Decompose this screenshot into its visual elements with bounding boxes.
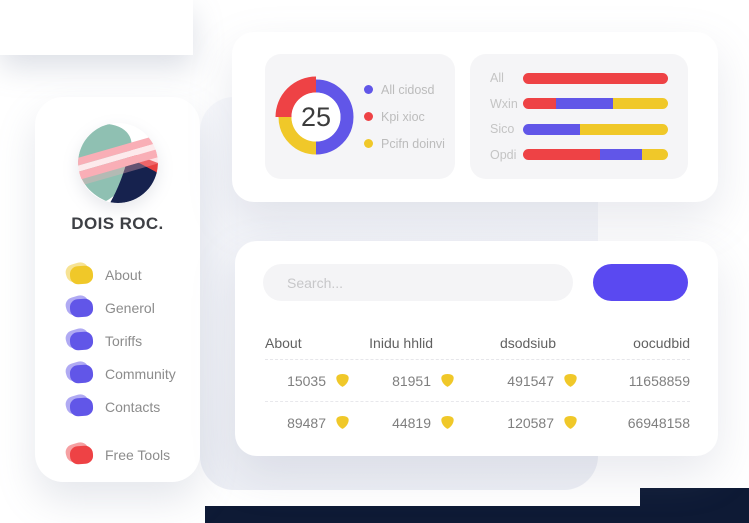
shield-icon bbox=[441, 415, 454, 429]
bar-segment bbox=[641, 149, 668, 161]
column-header: dsodsiub bbox=[499, 334, 556, 351]
column-header: About bbox=[265, 334, 302, 351]
cell-value: 120587 bbox=[507, 414, 554, 431]
bar-row: Sico bbox=[490, 122, 668, 136]
bar-row: Opdi bbox=[490, 148, 668, 162]
background-tile bbox=[0, 0, 193, 55]
table-cell: 44819 bbox=[350, 415, 455, 431]
bar-track bbox=[523, 72, 668, 84]
sidebar-item-community[interactable]: Community bbox=[35, 357, 200, 390]
search-input[interactable] bbox=[263, 264, 573, 301]
legend-dot-icon bbox=[364, 85, 373, 94]
donut-hole bbox=[291, 92, 341, 141]
table-card: About Inidu hhlid dsodsiub oocudbid 15035 81… bbox=[235, 241, 718, 456]
bar-track bbox=[523, 123, 668, 135]
legend-item: Pcifn doinvi bbox=[364, 137, 445, 151]
table-row: 15035 81951 491547 11658859 bbox=[265, 360, 690, 402]
bar-track bbox=[523, 98, 668, 110]
cell-value: 44819 bbox=[392, 414, 431, 431]
sidebar-item-free-tools[interactable]: Free Tools bbox=[35, 438, 200, 471]
menu-blob-icon bbox=[69, 444, 94, 465]
table-body: 15035 81951 491547 11658859 89487 44819 120587… bbox=[265, 360, 690, 443]
stats-card: 25 All cidosd Kpi xioc Pcifn doinvi All Wxi… bbox=[232, 32, 718, 202]
bar-row: Wxin bbox=[490, 97, 668, 111]
bar-label: Sico bbox=[490, 122, 515, 137]
legend-label: Pcifn doinvi bbox=[381, 136, 445, 151]
menu-blob-icon bbox=[69, 330, 94, 351]
bar-segment bbox=[599, 149, 642, 161]
bar-segment bbox=[523, 149, 600, 161]
sidebar-item-label: Toriffs bbox=[105, 332, 143, 349]
sidebar-item-label: About bbox=[105, 266, 142, 283]
column-header: Inidu hhlid bbox=[369, 334, 433, 351]
bars-panel: All Wxin Sico Opdi bbox=[470, 54, 688, 179]
donut-chart: 25 bbox=[275, 76, 354, 154]
table-cell: 66948158 bbox=[578, 415, 690, 431]
menu-blob-icon bbox=[69, 297, 94, 318]
cell-value: 15035 bbox=[287, 372, 326, 389]
bottom-dark-strip bbox=[205, 506, 640, 523]
bottom-dark-box bbox=[640, 488, 749, 523]
bar-segment bbox=[612, 98, 668, 110]
bar-segment bbox=[523, 123, 580, 135]
sidebar-item-label: Community bbox=[105, 365, 176, 382]
menu-blob-icon bbox=[69, 363, 94, 384]
bar-segment bbox=[523, 98, 557, 110]
bar-row: All bbox=[490, 71, 668, 85]
bar-label: Opdi bbox=[490, 147, 517, 162]
logo-illustration bbox=[77, 123, 158, 203]
legend-label: Kpi xioc bbox=[381, 109, 425, 124]
sidebar-item-label: Contacts bbox=[105, 398, 161, 415]
cell-value: 81951 bbox=[392, 372, 431, 389]
sidebar-item-label: Generol bbox=[105, 299, 155, 316]
legend-dot-icon bbox=[364, 139, 373, 148]
bar-label: Wxin bbox=[490, 96, 518, 111]
data-table: About Inidu hhlid dsodsiub oocudbid 15035 81… bbox=[265, 326, 690, 443]
legend-label: All cidosd bbox=[381, 82, 435, 97]
donut-legend: All cidosd Kpi xioc Pcifn doinvi bbox=[364, 83, 445, 151]
table-cell: 11658859 bbox=[578, 373, 690, 389]
sidebar-item-about[interactable]: About bbox=[35, 258, 200, 291]
cell-value: 89487 bbox=[287, 414, 326, 431]
sidebar-item-generol[interactable]: Generol bbox=[35, 291, 200, 324]
menu-blob-icon bbox=[69, 396, 94, 417]
bar-segment bbox=[579, 123, 668, 135]
bar-track bbox=[523, 149, 668, 161]
cell-value: 66948158 bbox=[627, 414, 690, 431]
bar-label: All bbox=[490, 71, 504, 86]
sidebar-item-label: Free Tools bbox=[105, 446, 171, 463]
table-row: 89487 44819 120587 66948158 bbox=[265, 402, 690, 443]
table-cell: 89487 bbox=[265, 415, 350, 431]
shield-icon bbox=[336, 415, 349, 429]
table-cell: 81951 bbox=[350, 373, 455, 389]
primary-button[interactable] bbox=[593, 264, 688, 301]
menu-blob-icon bbox=[69, 264, 94, 285]
donut-value: 25 bbox=[301, 102, 331, 132]
table-cell: 120587 bbox=[455, 415, 578, 431]
brand-name: DOIS ROC. bbox=[71, 214, 164, 233]
shield-icon bbox=[564, 373, 577, 387]
shield-icon bbox=[336, 373, 349, 387]
cell-value: 11658859 bbox=[628, 372, 690, 389]
table-header-row: About Inidu hhlid dsodsiub oocudbid bbox=[265, 326, 690, 360]
legend-item: Kpi xioc bbox=[364, 110, 445, 124]
sidebar: DOIS ROC. About Generol Toriffs Community Co… bbox=[35, 97, 200, 482]
table-cell: 491547 bbox=[455, 373, 578, 389]
table-cell: 15035 bbox=[265, 373, 350, 389]
shield-icon bbox=[564, 415, 577, 429]
sidebar-menu: About Generol Toriffs Community Contacts Free… bbox=[35, 258, 200, 471]
shield-icon bbox=[441, 373, 454, 387]
sidebar-item-toriffs[interactable]: Toriffs bbox=[35, 324, 200, 357]
column-header: oocudbid bbox=[633, 334, 690, 351]
cell-value: 491547 bbox=[507, 372, 554, 389]
logo-ribbon bbox=[77, 132, 158, 190]
brand-logo bbox=[77, 123, 158, 203]
legend-item: All cidosd bbox=[364, 83, 445, 97]
donut-panel: 25 All cidosd Kpi xioc Pcifn doinvi bbox=[265, 54, 455, 179]
sidebar-item-contacts[interactable]: Contacts bbox=[35, 390, 200, 423]
bar-segment bbox=[523, 72, 668, 84]
bar-segment bbox=[556, 98, 613, 110]
legend-dot-icon bbox=[364, 112, 373, 121]
